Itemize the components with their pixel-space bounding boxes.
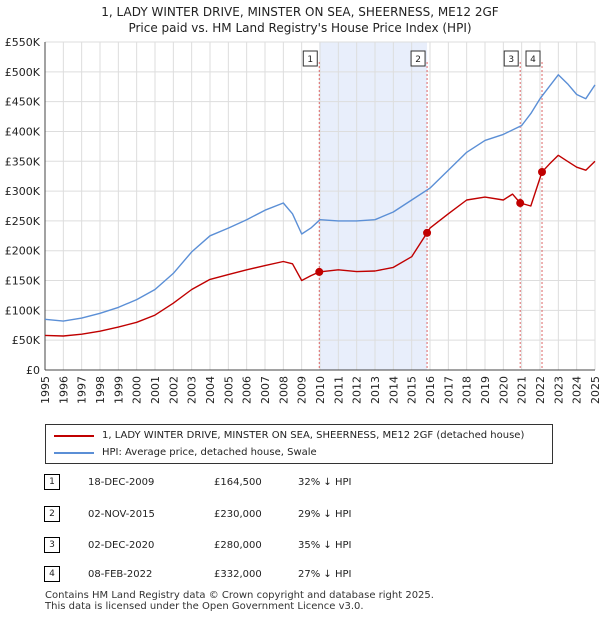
x-tick-label: 2008 [277,376,290,404]
x-tick-label: 2012 [351,376,364,404]
x-tick-label: 1998 [94,376,107,404]
chart: £0 £50K £100K £150K £200K £250K £300K £350K £400… [5,36,600,404]
transaction-number: 4 [44,566,60,582]
transaction-price: £332,000 [214,569,262,580]
x-tick-label: 2019 [479,376,492,404]
legend-swatch-hpi [54,452,94,454]
x-tick-label: 2022 [534,376,547,404]
footer-line-2: This data is licensed under the Open Gov… [45,601,364,612]
y-tick-label: £550K [5,36,41,49]
sale-label: 3 [508,55,514,65]
x-tick-label: 2017 [442,376,455,404]
transaction-price: £164,500 [214,477,262,488]
footer-line-1: Contains HM Land Registry data © Crown c… [45,590,434,601]
y-tick-label: £350K [5,155,41,168]
x-tick-label: 2000 [131,376,144,404]
x-tick-label: 2023 [552,376,565,404]
x-tick-label: 2021 [516,376,529,404]
y-tick-label: £150K [5,275,41,288]
sale-label-box [302,50,318,67]
transaction-hpi-diff: 29% ↓ HPI [298,509,352,520]
transaction-number: 3 [44,537,60,553]
sale-point [423,228,432,237]
sale-point [315,267,324,276]
x-tick-label: 1999 [112,376,125,404]
y-tick-label: £400K [5,125,41,138]
y-tick-label: £500K [5,66,41,79]
y-tick-label: £100K [5,304,41,317]
y-tick-label: £0 [26,364,40,377]
x-tick-label: 1996 [57,376,70,404]
x-tick-label: 2016 [424,376,437,404]
x-tick-label: 2010 [314,376,327,404]
y-tick-label: £450K [5,96,41,109]
sale-point [538,168,547,177]
x-tick-label: 2001 [149,376,162,404]
sale-label-box [503,50,519,67]
legend-swatch-property [54,435,94,437]
x-tick-label: 2002 [167,376,180,404]
x-tick-label: 2015 [406,376,419,404]
transaction-date: 02-DEC-2020 [88,540,155,551]
x-tick-label: 2009 [296,376,309,404]
x-tick-label: 2014 [387,376,400,404]
transaction-hpi-diff: 27% ↓ HPI [298,569,352,580]
shaded-ownership-period [319,42,428,370]
sale-label: 4 [530,55,536,65]
transaction-date: 08-FEB-2022 [88,569,153,580]
sale-label-box [410,50,426,67]
x-tick-label: 2007 [259,376,272,404]
x-tick-label: 1997 [76,376,89,404]
legend-label-hpi: HPI: Average price, detached house, Swal… [102,447,317,458]
x-tick-label: 2006 [241,376,254,404]
y-tick-label: £250K [5,215,41,228]
property-series-line [44,154,596,337]
transaction-hpi-diff: 35% ↓ HPI [298,540,352,551]
x-tick-label: 2013 [369,376,382,404]
transaction-number: 2 [44,506,60,522]
x-tick-label: 1995 [39,376,52,404]
x-tick-label: 2011 [332,376,345,404]
transaction-date: 02-NOV-2015 [88,509,155,520]
hpi-series-line [44,74,596,322]
legend-label-property: 1, LADY WINTER DRIVE, MINSTER ON SEA, SH… [102,430,525,441]
sale-point [516,199,525,208]
legend: 1, LADY WINTER DRIVE, MINSTER ON SEA, SH… [45,424,553,464]
transaction-price: £280,000 [214,540,262,551]
title-line-1: 1, LADY WINTER DRIVE, MINSTER ON SEA, SH… [101,5,499,19]
transaction-price: £230,000 [214,509,262,520]
chart-title: 1, LADY WINTER DRIVE, MINSTER ON SEA, SH… [0,4,600,36]
x-tick-label: 2003 [186,376,199,404]
y-tick-label: £200K [5,245,41,258]
y-tick-label: £300K [5,185,41,198]
x-tick-label: 2020 [497,376,510,404]
title-line-2: Price paid vs. HM Land Registry's House … [128,21,472,35]
x-tick-label: 2018 [461,376,474,404]
sale-label: 2 [415,55,421,65]
sale-label-box [525,50,541,67]
transaction-number: 1 [44,474,60,490]
x-tick-label: 2024 [571,376,584,404]
transaction-hpi-diff: 32% ↓ HPI [298,477,352,488]
x-tick-label: 2005 [222,376,235,404]
transaction-date: 18-DEC-2009 [88,477,155,488]
y-tick-label: £50K [12,334,41,347]
x-tick-label: 2004 [204,376,217,404]
sale-label: 1 [307,55,313,65]
x-tick-label: 2025 [589,376,600,404]
footer: Contains HM Land Registry data © Crown c… [45,590,434,612]
